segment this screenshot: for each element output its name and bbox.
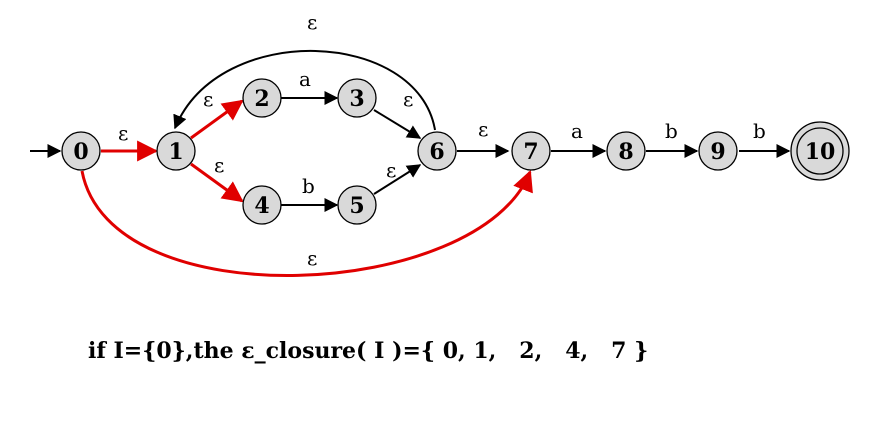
state-label-6: 6 xyxy=(429,139,444,165)
edge-label-0-7: ε xyxy=(307,246,317,270)
state-label-0: 0 xyxy=(73,139,88,165)
state-label-5: 5 xyxy=(349,193,364,219)
state-6: 6 xyxy=(417,131,457,171)
state-3: 3 xyxy=(337,78,377,118)
transitions xyxy=(80,49,791,277)
state-label-8: 8 xyxy=(618,139,633,165)
edge-label-4-5: b xyxy=(302,174,315,198)
edge-6-1 xyxy=(173,49,436,131)
state-2: 2 xyxy=(242,78,282,118)
edge-label-9-10: b xyxy=(753,119,766,143)
state-label-10: 10 xyxy=(805,139,836,165)
state-label-9: 9 xyxy=(710,139,725,165)
edge-3-6 xyxy=(373,109,422,139)
edge-label-3-6: ε xyxy=(403,87,413,111)
edge-5-6 xyxy=(373,164,422,195)
edge-labels: ε ε ε a ε b ε ε ε ε a b b xyxy=(118,10,766,270)
edge-1-4 xyxy=(190,162,244,203)
state-1: 1 xyxy=(156,131,196,171)
edge-label-1-2: ε xyxy=(203,87,213,111)
edge-0-7 xyxy=(80,170,533,277)
state-label-4: 4 xyxy=(254,193,269,219)
edge-label-8-9: b xyxy=(665,119,678,143)
edge-label-2-3: a xyxy=(299,67,311,91)
states: 0 1 2 3 4 5 6 7 xyxy=(61,78,850,225)
state-5: 5 xyxy=(337,185,377,225)
state-7: 7 xyxy=(511,131,551,171)
state-0: 0 xyxy=(61,131,101,171)
state-8: 8 xyxy=(606,131,646,171)
state-9: 9 xyxy=(698,131,738,171)
epsilon-closure-caption: if I={0},the ε_closure( I )={ 0, 1, 2, 4… xyxy=(88,338,649,364)
state-4: 4 xyxy=(242,185,282,225)
state-label-1: 1 xyxy=(168,139,183,165)
state-label-3: 3 xyxy=(349,86,364,112)
edge-label-0-1: ε xyxy=(118,121,128,145)
edge-label-6-1: ε xyxy=(307,10,317,34)
edge-label-7-8: a xyxy=(571,119,583,143)
edge-label-5-6: ε xyxy=(386,158,396,182)
state-label-2: 2 xyxy=(254,86,269,112)
edge-1-2 xyxy=(190,99,244,140)
edge-label-6-7: ε xyxy=(478,117,488,141)
state-10-accept: 10 xyxy=(790,121,850,181)
edge-label-1-4: ε xyxy=(214,153,224,177)
state-label-7: 7 xyxy=(523,139,538,165)
